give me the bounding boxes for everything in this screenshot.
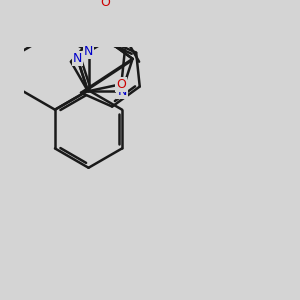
Text: O: O (100, 0, 110, 9)
Text: N: N (73, 52, 82, 65)
Text: N: N (84, 45, 93, 58)
Text: N: N (117, 85, 127, 98)
Text: O: O (116, 78, 126, 91)
